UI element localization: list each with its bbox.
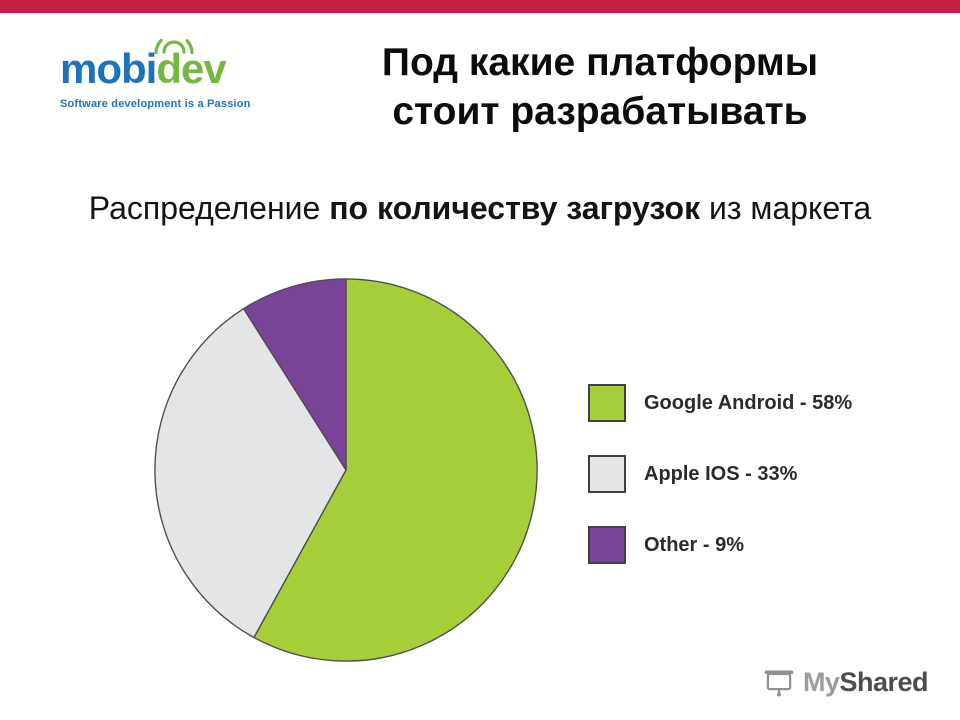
title-line-2: стоит разрабатывать — [392, 90, 808, 133]
logo-dev-text: dev — [156, 45, 226, 92]
title-line-1: Под какие платформы — [381, 41, 819, 84]
chart-legend: Google Android - 58% Apple IOS - 33% Oth… — [588, 384, 852, 564]
legend-label: Other - 9% — [644, 533, 745, 556]
myshared-my-text: My — [802, 666, 840, 697]
myshared-shared-text: Shared — [839, 666, 928, 697]
legend-item-other: Other - 9% — [588, 526, 852, 564]
subtitle-pre: Распределение — [88, 190, 330, 226]
slide-subtitle: Распределение по количеству загрузок из … — [0, 186, 960, 231]
subtitle-post: из маркета — [700, 190, 872, 226]
projector-screen-icon — [764, 670, 794, 697]
pie-slice — [253, 278, 538, 662]
top-accent-bar — [0, 0, 960, 13]
signal-arcs-icon — [154, 33, 194, 54]
mobidev-logo: mobidev Software development is a Passio… — [60, 33, 251, 110]
legend-swatch — [588, 455, 626, 493]
subtitle-bold: по количеству загрузок — [329, 190, 701, 226]
legend-label: Google Android - 58% — [644, 391, 853, 414]
myshared-wordmark: MyShared — [802, 666, 929, 698]
slide-title: Под какие платформы стоит разрабатывать — [240, 38, 960, 136]
myshared-logo: MyShared — [763, 666, 928, 698]
logo-mobi-text: mobi — [60, 45, 157, 92]
pie-chart — [154, 278, 538, 662]
pie-slice — [154, 307, 347, 639]
pie-slice — [242, 278, 347, 471]
logo-tagline: Software development is a Passion — [60, 98, 251, 110]
subtitle-text: Распределение по количеству загрузок из … — [89, 186, 871, 231]
logo-wordmark: mobidev — [60, 48, 251, 90]
legend-swatch — [588, 526, 626, 564]
legend-label: Apple IOS - 33% — [644, 462, 798, 485]
legend-item-ios: Apple IOS - 33% — [588, 455, 852, 493]
legend-swatch — [588, 384, 626, 422]
legend-item-android: Google Android - 58% — [588, 384, 852, 422]
